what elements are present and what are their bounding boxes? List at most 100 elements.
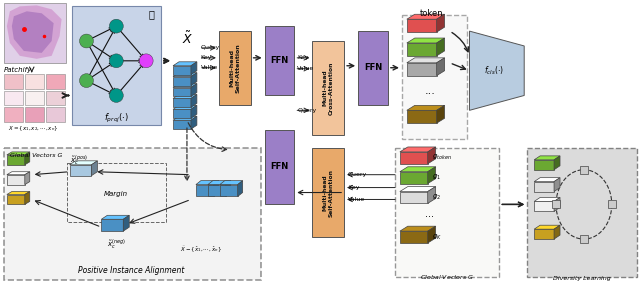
Polygon shape xyxy=(208,181,230,185)
Polygon shape xyxy=(173,88,191,96)
Polygon shape xyxy=(400,172,428,184)
Text: $g_1$: $g_1$ xyxy=(432,173,441,182)
FancyBboxPatch shape xyxy=(4,74,23,88)
Text: ...: ... xyxy=(424,86,435,96)
Polygon shape xyxy=(173,94,197,98)
Polygon shape xyxy=(101,219,124,231)
Text: $g_K$: $g_K$ xyxy=(432,232,442,242)
Polygon shape xyxy=(407,105,445,110)
Polygon shape xyxy=(191,94,197,107)
Polygon shape xyxy=(400,226,436,231)
Polygon shape xyxy=(470,31,524,110)
Polygon shape xyxy=(436,14,445,32)
Polygon shape xyxy=(436,38,445,56)
Polygon shape xyxy=(208,185,226,197)
Text: $\tilde{X}$: $\tilde{X}$ xyxy=(182,30,194,47)
Polygon shape xyxy=(7,152,29,155)
Text: Value: Value xyxy=(298,66,315,71)
FancyBboxPatch shape xyxy=(25,74,44,88)
Polygon shape xyxy=(407,14,445,19)
FancyBboxPatch shape xyxy=(4,90,23,105)
Text: $\tilde{x}_c^{(neg)}$: $\tilde{x}_c^{(neg)}$ xyxy=(107,237,126,251)
Circle shape xyxy=(109,54,124,68)
FancyBboxPatch shape xyxy=(402,15,467,139)
Text: Patchify: Patchify xyxy=(4,67,32,73)
Circle shape xyxy=(109,19,124,33)
Polygon shape xyxy=(173,77,191,86)
Polygon shape xyxy=(191,105,197,118)
FancyBboxPatch shape xyxy=(580,166,588,174)
Polygon shape xyxy=(7,155,25,165)
Text: Positive Instance Alignment: Positive Instance Alignment xyxy=(78,266,184,275)
Polygon shape xyxy=(534,182,554,191)
Circle shape xyxy=(79,34,93,48)
Polygon shape xyxy=(534,178,560,182)
Circle shape xyxy=(79,74,93,88)
FancyBboxPatch shape xyxy=(4,107,23,122)
Polygon shape xyxy=(428,187,436,203)
Polygon shape xyxy=(400,231,428,243)
Polygon shape xyxy=(436,58,445,76)
Polygon shape xyxy=(101,215,129,219)
Polygon shape xyxy=(70,161,97,165)
Polygon shape xyxy=(400,167,436,172)
Polygon shape xyxy=(554,225,560,239)
Text: Global Vectors G: Global Vectors G xyxy=(10,153,62,158)
Text: Query: Query xyxy=(201,45,220,51)
Polygon shape xyxy=(407,110,436,123)
Text: Multi-head
Cross-Attention: Multi-head Cross-Attention xyxy=(323,61,333,115)
FancyBboxPatch shape xyxy=(395,148,499,277)
Text: Global Vectors $G$: Global Vectors $G$ xyxy=(420,273,474,281)
Polygon shape xyxy=(173,116,197,120)
Polygon shape xyxy=(428,147,436,164)
FancyBboxPatch shape xyxy=(25,107,44,122)
Text: Value: Value xyxy=(201,65,218,70)
Polygon shape xyxy=(534,201,554,211)
Polygon shape xyxy=(407,63,436,76)
Polygon shape xyxy=(196,185,214,197)
Text: $f_{cls}(\cdot)$: $f_{cls}(\cdot)$ xyxy=(484,65,504,77)
Polygon shape xyxy=(554,197,560,211)
FancyBboxPatch shape xyxy=(552,200,560,208)
FancyBboxPatch shape xyxy=(264,130,294,204)
Polygon shape xyxy=(400,187,436,191)
Polygon shape xyxy=(400,147,436,152)
Polygon shape xyxy=(407,58,445,63)
Polygon shape xyxy=(7,191,29,195)
Polygon shape xyxy=(534,160,554,170)
FancyBboxPatch shape xyxy=(219,31,251,105)
Polygon shape xyxy=(400,152,428,164)
Text: Key: Key xyxy=(298,55,309,60)
Polygon shape xyxy=(173,105,197,109)
FancyBboxPatch shape xyxy=(45,107,65,122)
Polygon shape xyxy=(173,109,191,118)
Text: Diversity Learning: Diversity Learning xyxy=(553,276,611,281)
Polygon shape xyxy=(7,175,25,185)
Polygon shape xyxy=(196,181,219,185)
Polygon shape xyxy=(534,156,560,160)
Text: $g_{token}$: $g_{token}$ xyxy=(432,153,452,162)
Polygon shape xyxy=(70,165,92,176)
Polygon shape xyxy=(400,191,428,203)
Polygon shape xyxy=(124,215,129,231)
Polygon shape xyxy=(407,38,445,43)
Polygon shape xyxy=(25,191,29,204)
Polygon shape xyxy=(554,178,560,191)
Polygon shape xyxy=(173,120,191,129)
Polygon shape xyxy=(407,19,436,32)
FancyBboxPatch shape xyxy=(608,200,616,208)
Polygon shape xyxy=(7,5,61,59)
Text: Multi-head
Self-Attention: Multi-head Self-Attention xyxy=(323,168,333,216)
Text: $g_2$: $g_2$ xyxy=(432,193,441,202)
Polygon shape xyxy=(428,167,436,184)
Text: 🔒: 🔒 xyxy=(148,9,154,19)
Polygon shape xyxy=(92,161,97,176)
FancyBboxPatch shape xyxy=(25,90,44,105)
Polygon shape xyxy=(534,225,560,229)
Polygon shape xyxy=(407,43,436,56)
FancyBboxPatch shape xyxy=(358,31,388,105)
FancyBboxPatch shape xyxy=(527,148,637,277)
Text: Key: Key xyxy=(201,55,212,60)
Polygon shape xyxy=(191,116,197,129)
FancyBboxPatch shape xyxy=(312,148,344,237)
